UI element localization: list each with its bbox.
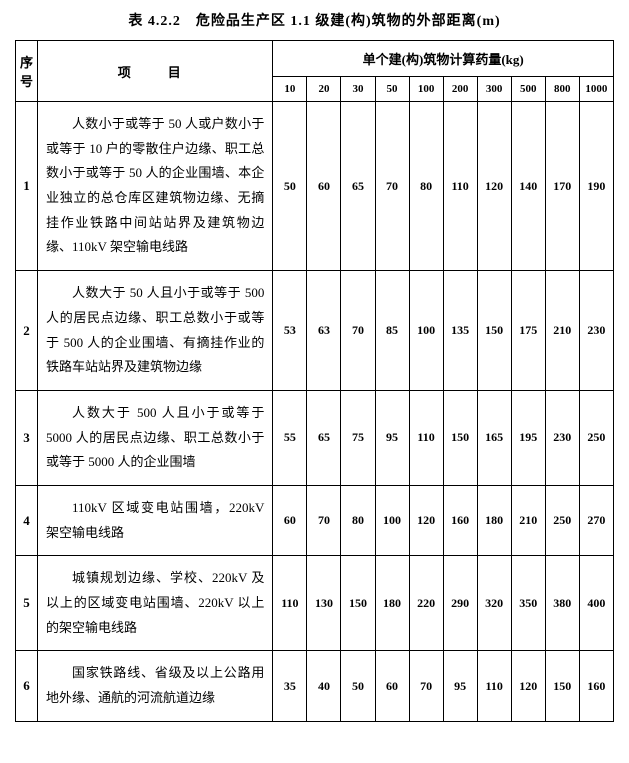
row-value: 80: [409, 102, 443, 271]
row-value: 75: [341, 390, 375, 485]
row-value: 110: [409, 390, 443, 485]
header-item: 项 目: [38, 41, 273, 102]
row-value: 180: [477, 485, 511, 555]
row-value: 250: [545, 485, 579, 555]
row-value: 290: [443, 556, 477, 651]
header-kg-5: 200: [443, 77, 477, 102]
row-item: 城镇规划边缘、学校、220kV 及以上的区域变电站围墙、220kV 以上的架空输…: [38, 556, 273, 651]
row-value: 180: [375, 556, 409, 651]
row-value: 380: [545, 556, 579, 651]
row-value: 150: [443, 390, 477, 485]
row-value: 55: [273, 390, 307, 485]
header-seq: 序号: [16, 41, 38, 102]
row-value: 50: [341, 651, 375, 721]
row-item: 人数小于或等于 50 人或户数小于或等于 10 户的零散住户边缘、职工总数小于或…: [38, 102, 273, 271]
row-value: 160: [443, 485, 477, 555]
row-value: 135: [443, 271, 477, 391]
table-body: 1人数小于或等于 50 人或户数小于或等于 10 户的零散住户边缘、职工总数小于…: [16, 102, 614, 722]
table-row: 1人数小于或等于 50 人或户数小于或等于 10 户的零散住户边缘、职工总数小于…: [16, 102, 614, 271]
row-item: 国家铁路线、省级及以上公路用地外缘、通航的河流航道边缘: [38, 651, 273, 721]
row-value: 170: [545, 102, 579, 271]
row-value: 80: [341, 485, 375, 555]
header-kg-7: 500: [511, 77, 545, 102]
row-value: 160: [579, 651, 613, 721]
row-value: 400: [579, 556, 613, 651]
header-kg-1: 20: [307, 77, 341, 102]
header-kg-0: 10: [273, 77, 307, 102]
header-kg-4: 100: [409, 77, 443, 102]
row-seq: 2: [16, 271, 38, 391]
row-value: 150: [477, 271, 511, 391]
row-value: 210: [545, 271, 579, 391]
row-value: 190: [579, 102, 613, 271]
row-value: 210: [511, 485, 545, 555]
row-value: 350: [511, 556, 545, 651]
row-value: 175: [511, 271, 545, 391]
row-value: 320: [477, 556, 511, 651]
row-value: 70: [307, 485, 341, 555]
row-value: 50: [273, 102, 307, 271]
row-value: 70: [409, 651, 443, 721]
row-seq: 1: [16, 102, 38, 271]
row-value: 230: [545, 390, 579, 485]
row-value: 60: [273, 485, 307, 555]
row-value: 110: [443, 102, 477, 271]
row-value: 120: [477, 102, 511, 271]
row-value: 70: [375, 102, 409, 271]
row-value: 63: [307, 271, 341, 391]
row-value: 110: [273, 556, 307, 651]
row-value: 150: [545, 651, 579, 721]
row-seq: 5: [16, 556, 38, 651]
row-seq: 6: [16, 651, 38, 721]
row-value: 120: [409, 485, 443, 555]
row-value: 95: [443, 651, 477, 721]
row-value: 230: [579, 271, 613, 391]
row-value: 100: [409, 271, 443, 391]
row-item: 人数大于 50 人且小于或等于 500 人的居民点边缘、职工总数小于或等于 50…: [38, 271, 273, 391]
row-value: 220: [409, 556, 443, 651]
row-value: 120: [511, 651, 545, 721]
row-value: 65: [341, 102, 375, 271]
data-table: 序号 项 目 单个建(构)筑物计算药量(kg) 10 20 30 50 100 …: [15, 40, 614, 722]
row-value: 65: [307, 390, 341, 485]
row-seq: 3: [16, 390, 38, 485]
row-value: 95: [375, 390, 409, 485]
row-value: 165: [477, 390, 511, 485]
header-kg-9: 1000: [579, 77, 613, 102]
header-kg-2: 30: [341, 77, 375, 102]
row-seq: 4: [16, 485, 38, 555]
row-value: 140: [511, 102, 545, 271]
row-value: 100: [375, 485, 409, 555]
table-row: 4110kV 区域变电站围墙，220kV 架空输电线路6070801001201…: [16, 485, 614, 555]
row-value: 250: [579, 390, 613, 485]
table-row: 5城镇规划边缘、学校、220kV 及以上的区域变电站围墙、220kV 以上的架空…: [16, 556, 614, 651]
row-item: 人数大于 500 人且小于或等于 5000 人的居民点边缘、职工总数小于或等于 …: [38, 390, 273, 485]
row-value: 85: [375, 271, 409, 391]
row-value: 70: [341, 271, 375, 391]
table-row: 6国家铁路线、省级及以上公路用地外缘、通航的河流航道边缘354050607095…: [16, 651, 614, 721]
row-value: 110: [477, 651, 511, 721]
table-row: 3人数大于 500 人且小于或等于 5000 人的居民点边缘、职工总数小于或等于…: [16, 390, 614, 485]
row-value: 270: [579, 485, 613, 555]
row-value: 60: [375, 651, 409, 721]
row-value: 60: [307, 102, 341, 271]
header-kg-8: 800: [545, 77, 579, 102]
row-value: 130: [307, 556, 341, 651]
row-value: 40: [307, 651, 341, 721]
table-title: 表 4.2.2 危险品生产区 1.1 级建(构)筑物的外部距离(m): [15, 10, 614, 30]
header-kg-6: 300: [477, 77, 511, 102]
row-value: 195: [511, 390, 545, 485]
row-value: 35: [273, 651, 307, 721]
header-kg-3: 50: [375, 77, 409, 102]
table-row: 2人数大于 50 人且小于或等于 500 人的居民点边缘、职工总数小于或等于 5…: [16, 271, 614, 391]
row-item: 110kV 区域变电站围墙，220kV 架空输电线路: [38, 485, 273, 555]
row-value: 150: [341, 556, 375, 651]
row-value: 53: [273, 271, 307, 391]
header-kg-group: 单个建(构)筑物计算药量(kg): [273, 41, 614, 77]
